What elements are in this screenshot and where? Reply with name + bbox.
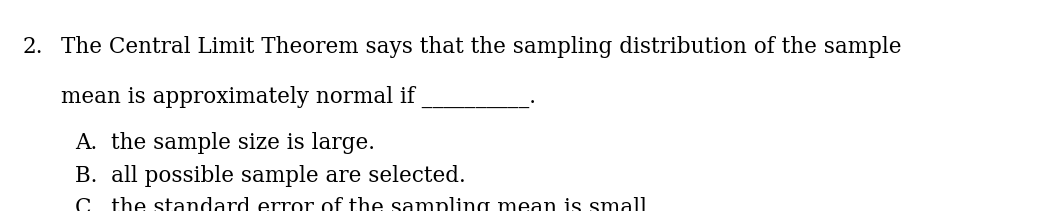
Text: 2.: 2. [23,36,44,58]
Text: mean is approximately normal if __________.: mean is approximately normal if ________… [61,85,536,108]
Text: C.  the standard error of the sampling mean is small.: C. the standard error of the sampling me… [75,197,654,211]
Text: B.  all possible sample are selected.: B. all possible sample are selected. [75,165,466,187]
Text: A.  the sample size is large.: A. the sample size is large. [75,132,375,154]
Text: The Central Limit Theorem says that the sampling distribution of the sample: The Central Limit Theorem says that the … [61,36,901,58]
